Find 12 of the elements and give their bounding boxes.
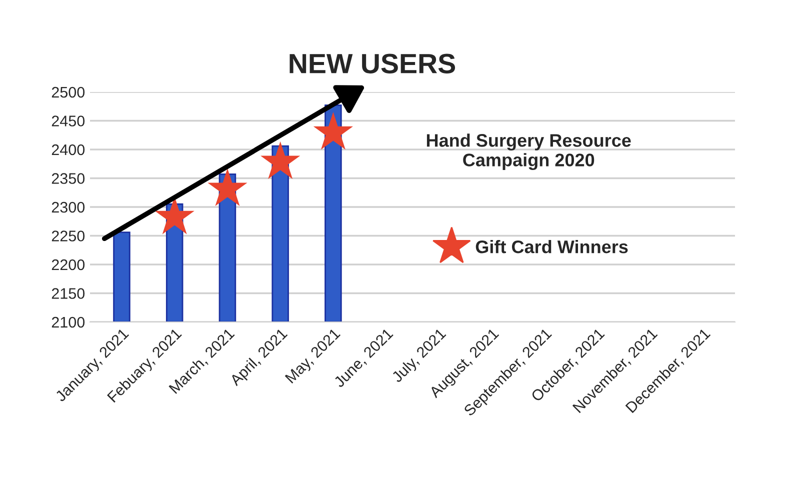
- y-tick-label: 2350: [52, 173, 85, 184]
- y-tick-label: 2200: [52, 259, 85, 270]
- y-tick-label: 2500: [52, 86, 85, 98]
- y-tick-label: 2250: [52, 230, 85, 242]
- y-tick-label: 2300: [52, 202, 85, 213]
- annotation: Hand Surgery Resource Campaign 2020: [426, 134, 631, 170]
- y-tick-label: 2100: [52, 316, 85, 328]
- y-tick-label: 2150: [52, 288, 85, 299]
- y-tick-label: 2450: [52, 116, 85, 126]
- legend-label: Gift Card Winners: [476, 240, 628, 254]
- chart-title: NEW USERS: [290, 54, 456, 74]
- y-tick-label: 2400: [52, 144, 85, 156]
